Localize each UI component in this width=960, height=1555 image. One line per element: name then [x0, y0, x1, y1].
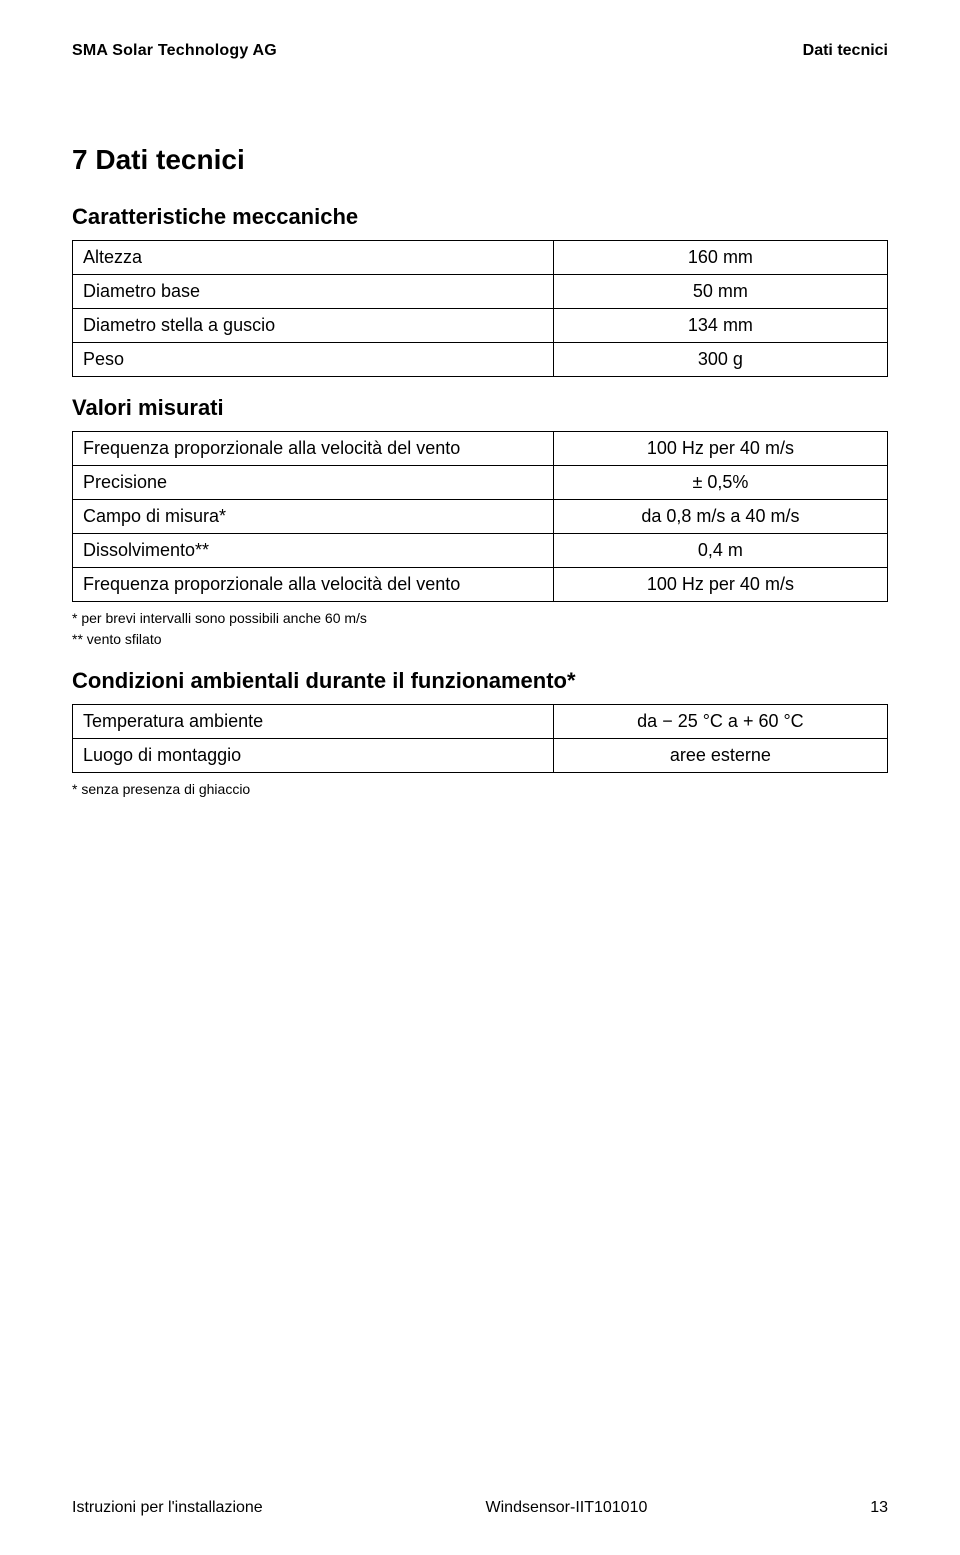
cell-label: Campo di misura*	[73, 500, 554, 534]
cell-label: Precisione	[73, 466, 554, 500]
table-heading-2: Condizioni ambientali durante il funzion…	[72, 668, 888, 694]
table-ambient-conditions: Temperatura ambiente da − 25 °C a + 60 °…	[72, 704, 888, 773]
table-row: Peso 300 g	[73, 343, 888, 377]
table-row: Precisione ± 0,5%	[73, 466, 888, 500]
cell-label: Altezza	[73, 241, 554, 275]
cell-value: 300 g	[553, 343, 887, 377]
page-header: SMA Solar Technology AG Dati tecnici	[72, 42, 888, 60]
table-row: Campo di misura* da 0,8 m/s a 40 m/s	[73, 500, 888, 534]
table-notes-1: * per brevi intervalli sono possibili an…	[72, 608, 888, 650]
table-notes-2: * senza presenza di ghiaccio	[72, 779, 888, 800]
cell-value: ± 0,5%	[553, 466, 887, 500]
header-company: SMA Solar Technology AG	[72, 42, 277, 60]
cell-value: aree esterne	[553, 739, 887, 773]
table-heading-1: Valori misurati	[72, 395, 888, 421]
cell-label: Frequenza proporzionale alla velocità de…	[73, 432, 554, 466]
cell-value: da 0,8 m/s a 40 m/s	[553, 500, 887, 534]
page: SMA Solar Technology AG Dati tecnici 7 D…	[0, 0, 960, 1555]
table-mechanical: Altezza 160 mm Diametro base 50 mm Diame…	[72, 240, 888, 377]
cell-value: 134 mm	[553, 309, 887, 343]
table-row: Frequenza proporzionale alla velocità de…	[73, 432, 888, 466]
page-footer: Istruzioni per l'installazione Windsenso…	[72, 1499, 888, 1517]
header-section: Dati tecnici	[803, 42, 888, 60]
table-measured-values: Frequenza proporzionale alla velocità de…	[72, 431, 888, 602]
table-heading-0: Caratteristiche meccaniche	[72, 204, 888, 230]
footer-left: Istruzioni per l'installazione	[72, 1499, 263, 1517]
cell-label: Temperatura ambiente	[73, 705, 554, 739]
table-row: Diametro stella a guscio 134 mm	[73, 309, 888, 343]
table-row: Altezza 160 mm	[73, 241, 888, 275]
footnote: * senza presenza di ghiaccio	[72, 779, 888, 800]
table-row: Luogo di montaggio aree esterne	[73, 739, 888, 773]
cell-label: Frequenza proporzionale alla velocità de…	[73, 568, 554, 602]
table-row: Frequenza proporzionale alla velocità de…	[73, 568, 888, 602]
footnote: * per brevi intervalli sono possibili an…	[72, 608, 888, 629]
cell-label: Dissolvimento**	[73, 534, 554, 568]
footer-center: Windsensor-IIT101010	[486, 1499, 648, 1517]
cell-label: Peso	[73, 343, 554, 377]
table-row: Dissolvimento** 0,4 m	[73, 534, 888, 568]
table-row: Diametro base 50 mm	[73, 275, 888, 309]
table-row: Temperatura ambiente da − 25 °C a + 60 °…	[73, 705, 888, 739]
cell-value: 50 mm	[553, 275, 887, 309]
cell-value: 0,4 m	[553, 534, 887, 568]
cell-label: Luogo di montaggio	[73, 739, 554, 773]
cell-value: 160 mm	[553, 241, 887, 275]
footer-page-number: 13	[870, 1499, 888, 1517]
section-title: 7 Dati tecnici	[72, 144, 888, 176]
cell-value: 100 Hz per 40 m/s	[553, 568, 887, 602]
footnote: ** vento sfilato	[72, 629, 888, 650]
cell-value: 100 Hz per 40 m/s	[553, 432, 887, 466]
cell-label: Diametro stella a guscio	[73, 309, 554, 343]
cell-value: da − 25 °C a + 60 °C	[553, 705, 887, 739]
cell-label: Diametro base	[73, 275, 554, 309]
